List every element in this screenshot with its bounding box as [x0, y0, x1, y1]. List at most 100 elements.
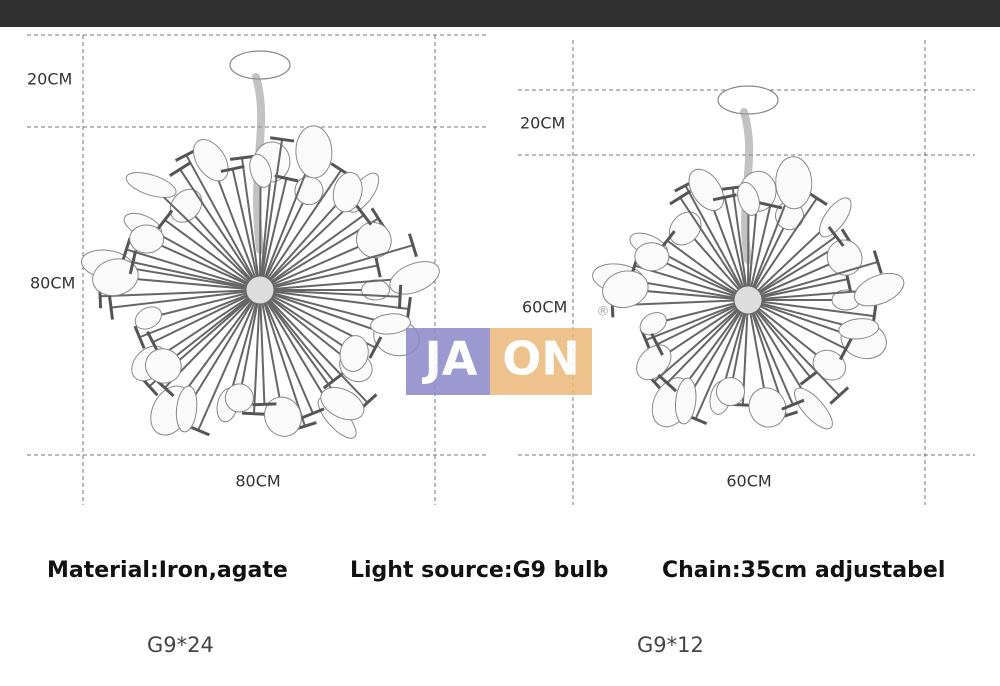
arm	[259, 214, 365, 291]
agate-disc	[339, 335, 369, 372]
arm-tip	[669, 189, 692, 206]
height-dimension: 60CM	[522, 298, 567, 317]
arm-tip	[128, 250, 138, 275]
agate-disc	[92, 258, 139, 297]
arm-tip	[829, 386, 850, 405]
agate-disc	[826, 239, 863, 276]
width-dimension: 60CM	[726, 472, 771, 491]
arm	[259, 289, 284, 417]
caption: G9*24	[147, 633, 214, 657]
arm	[259, 289, 306, 427]
arm	[139, 289, 261, 339]
top-dimension: 20CM	[27, 70, 72, 89]
arm-tip	[108, 295, 114, 320]
agate-disc	[249, 153, 272, 188]
arm	[197, 289, 261, 431]
agate-disc	[370, 313, 411, 335]
arm-tip	[827, 226, 845, 247]
arm	[747, 205, 772, 301]
arm	[656, 299, 749, 346]
caption: G9*12	[637, 633, 704, 657]
arm	[651, 255, 749, 301]
arm	[259, 170, 262, 291]
agate-disc	[175, 385, 198, 433]
spec-light-source: Light source:G9 bulb	[350, 558, 608, 583]
agate-disc	[668, 211, 702, 246]
arm	[146, 238, 261, 291]
arm	[162, 289, 261, 367]
arm-tip	[781, 398, 805, 411]
arm	[259, 289, 344, 405]
arm	[259, 289, 391, 325]
arm	[259, 289, 266, 405]
agate-disc	[674, 377, 697, 425]
arm	[645, 299, 749, 342]
arm	[259, 289, 314, 414]
arm	[652, 299, 749, 325]
watermark: JA ON ®	[406, 305, 610, 395]
arm	[259, 244, 414, 291]
arm	[747, 215, 791, 301]
arm	[132, 261, 261, 291]
arm	[259, 289, 401, 298]
arm	[684, 227, 749, 301]
arm	[185, 289, 261, 410]
arm-tip	[322, 372, 344, 390]
arm-tip	[758, 201, 783, 210]
arm-tip	[269, 136, 295, 143]
arm-tip	[355, 204, 373, 226]
arm-tip	[872, 250, 883, 274]
arm	[729, 299, 749, 392]
agate-disc	[169, 188, 203, 223]
agate-disc	[264, 396, 302, 437]
arm-tip	[650, 332, 664, 356]
arm-tip	[169, 161, 191, 177]
arm	[110, 289, 261, 309]
arm-tip	[133, 325, 146, 349]
watermark-right: ON	[502, 332, 580, 386]
arm	[259, 169, 343, 291]
arm	[252, 289, 261, 414]
arm	[259, 191, 349, 291]
arm	[240, 157, 261, 291]
arm-tip	[156, 209, 174, 231]
agate-disc	[838, 318, 880, 340]
top-dimension: 20CM	[520, 114, 565, 133]
agate-disc	[602, 270, 649, 309]
arm	[150, 184, 261, 291]
arm	[747, 299, 811, 378]
arm	[653, 299, 749, 383]
arm	[238, 289, 261, 399]
agate-disc	[775, 156, 813, 210]
arm	[259, 289, 355, 355]
arm	[684, 185, 749, 301]
agate-disc	[737, 181, 760, 216]
agate-disc	[125, 172, 177, 199]
agate-disc	[748, 387, 787, 428]
arm	[684, 299, 749, 402]
hub	[245, 275, 275, 305]
agate-disc	[193, 139, 229, 182]
arm	[747, 261, 879, 301]
arm	[185, 205, 261, 291]
arm-tip	[252, 402, 277, 407]
agate-disc	[794, 387, 833, 430]
arm	[209, 159, 261, 291]
arm	[679, 197, 749, 301]
arm-tip	[229, 154, 255, 161]
agate-disc	[715, 377, 745, 407]
spec-material: Material:Iron,agate	[47, 558, 288, 583]
agate-disc	[129, 224, 165, 254]
arm	[694, 299, 749, 420]
arm	[747, 299, 840, 397]
arm-tip	[241, 411, 267, 416]
arm	[747, 299, 847, 350]
arm-tip	[301, 407, 325, 420]
arm	[259, 190, 310, 291]
agate-disc	[294, 176, 324, 206]
arm	[115, 276, 261, 291]
arm	[185, 154, 261, 291]
arm	[152, 289, 261, 344]
right-guides	[518, 40, 975, 505]
